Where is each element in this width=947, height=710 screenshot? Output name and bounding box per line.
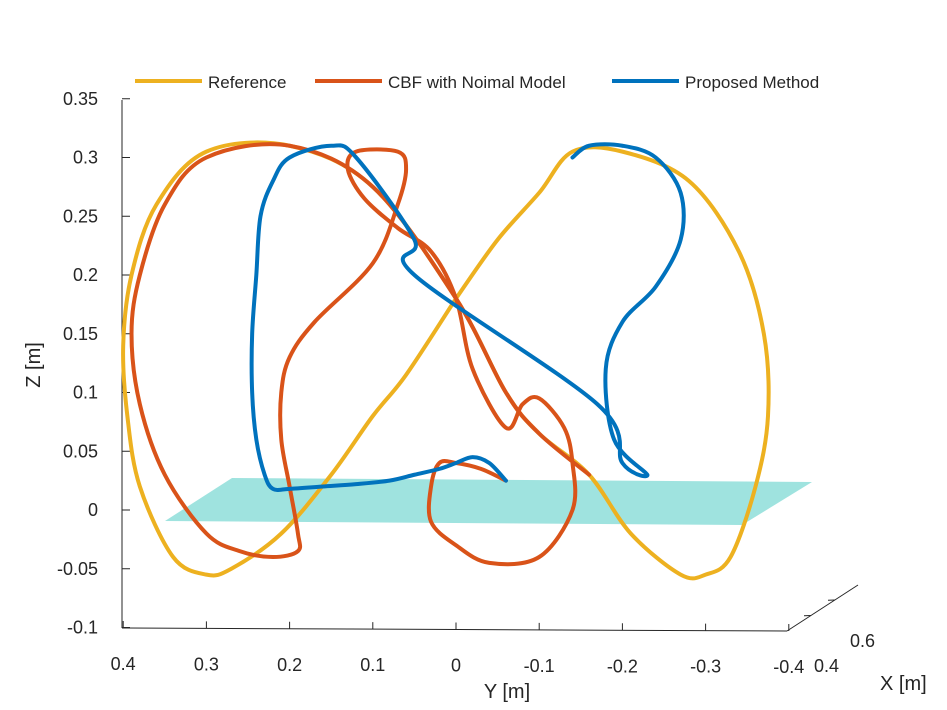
x-tick-label: 0.4	[814, 656, 839, 676]
legend-label-cbf: CBF with Noimal Model	[388, 73, 566, 92]
z-ticks-group: 0.35 0.3 0.25 0.2 0.15 0.1 0.05 0 -0.05 -0.1	[57, 89, 130, 638]
z-tick-label: 0	[88, 500, 98, 520]
legend-label-reference: Reference	[208, 73, 286, 92]
y-axis-label: Y [m]	[484, 681, 530, 703]
z-tick-label: 0.35	[63, 89, 98, 109]
x-ticks-group: 0.4 0.6	[803, 599, 875, 676]
z-tick-label: 0.25	[63, 206, 98, 226]
z-tick-label: 0.15	[63, 324, 98, 344]
y-ticks-group: 0.4 0.3 0.2 0.1 0 -0.1 -0.2 -0.3 -0.4	[111, 621, 804, 677]
series-line-cbf-with-noimal-model	[129, 142, 592, 567]
y-tick-label: -0.1	[524, 656, 555, 676]
y-tick-label: -0.3	[690, 657, 721, 677]
y-tick-label: -0.4	[773, 657, 804, 677]
z-tick-label: -0.05	[57, 559, 98, 579]
z-tick-label: 0.05	[63, 441, 98, 461]
z-axis-label: Z [m]	[23, 342, 45, 388]
y-tick-label: 0.4	[111, 654, 136, 674]
y-axis-line	[121, 627, 788, 632]
z-tick-label: 0.3	[73, 148, 98, 168]
y-tick-label: 0.3	[194, 654, 219, 674]
legend-label-proposed: Proposed Method	[685, 73, 819, 92]
x-tick-label: 0.6	[850, 631, 875, 651]
legend: Reference CBF with Noimal Model Proposed…	[135, 73, 819, 92]
x-axis-label: X [m]	[880, 673, 927, 695]
z-tick-label: -0.1	[67, 618, 98, 638]
constraint-plane	[165, 478, 812, 525]
series-group	[121, 140, 771, 581]
y-tick-label: 0.1	[360, 655, 385, 675]
z-tick-label: 0.2	[73, 265, 98, 285]
y-tick-label: 0.2	[277, 655, 302, 675]
x-axis-line	[786, 584, 859, 632]
y-tick-label: 0	[451, 656, 461, 676]
series-line-proposed-method	[249, 142, 686, 492]
z-tick-label: 0.1	[73, 383, 98, 403]
y-tick-label: -0.2	[607, 656, 638, 676]
